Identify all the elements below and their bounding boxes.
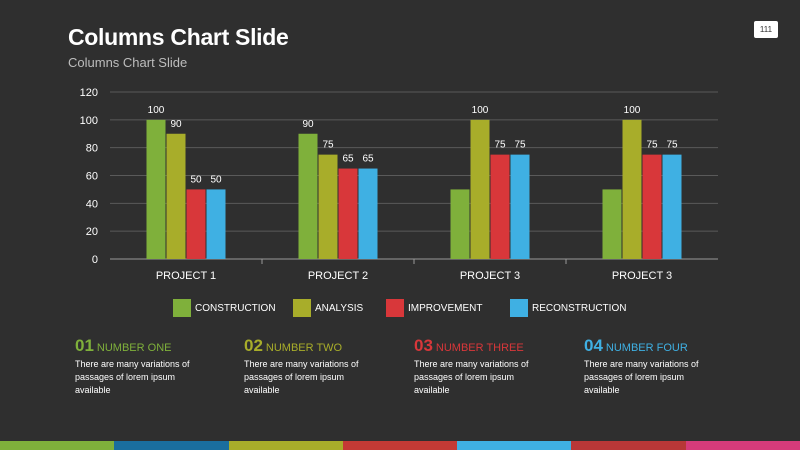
bar-data-label: 75 xyxy=(646,140,658,151)
legend-item-reconstruction: RECONSTRUCTION xyxy=(510,298,626,318)
info-number-2: 02 xyxy=(244,336,263,355)
y-tick-label: 20 xyxy=(86,226,98,238)
info-block-4: 04 NUMBER FOUR There are many variations… xyxy=(584,336,744,397)
bottom-bar-segment xyxy=(571,441,686,450)
legend-item-construction: CONSTRUCTION xyxy=(173,298,276,318)
legend-label-improvement: IMPROVEMENT xyxy=(408,302,483,314)
bar-data-label: 50 xyxy=(190,174,202,185)
chart-legend: CONSTRUCTION ANALYSIS IMPROVEMENT RECONS… xyxy=(0,298,800,318)
legend-swatch-analysis xyxy=(293,299,311,317)
y-tick-label: 0 xyxy=(92,254,98,266)
bar xyxy=(186,189,206,259)
info-text-1-line-1: There are many variations of xyxy=(75,359,190,369)
info-number-1: 01 xyxy=(75,336,94,355)
legend-item-analysis: ANALYSIS xyxy=(293,298,363,318)
legend-swatch-improvement xyxy=(386,299,404,317)
bottom-bar-segment xyxy=(457,441,572,450)
bar xyxy=(510,154,530,259)
bar-data-label: 90 xyxy=(170,119,182,130)
legend-swatch-construction xyxy=(173,299,191,317)
bar-data-label: 65 xyxy=(342,154,354,165)
info-title-4: NUMBER FOUR xyxy=(605,342,688,354)
bar xyxy=(470,119,490,259)
bar-data-label: 100 xyxy=(624,105,641,116)
info-title-2: NUMBER TWO xyxy=(265,342,343,354)
legend-label-construction: CONSTRUCTION xyxy=(195,302,276,314)
legend-item-improvement: IMPROVEMENT xyxy=(386,298,482,318)
bar-data-label: 100 xyxy=(472,105,489,116)
bar-data-label: 50 xyxy=(210,174,222,185)
info-text-3-line-3: available xyxy=(414,385,450,395)
bar xyxy=(298,133,318,259)
bar-data-label: 90 xyxy=(302,119,314,130)
bar xyxy=(166,133,186,259)
y-tick-label: 120 xyxy=(80,87,98,99)
info-block-2: 02 NUMBER TWO There are many variations … xyxy=(244,336,404,397)
info-text-1: There are many variations of passages of… xyxy=(75,358,225,397)
info-number-3: 03 xyxy=(414,336,433,355)
info-text-4-line-1: There are many variations of xyxy=(584,359,699,369)
info-title-1: NUMBER ONE xyxy=(96,342,172,354)
info-title-3: NUMBER THREE xyxy=(435,342,524,354)
info-text-1-line-2: passages of lorem ipsum xyxy=(75,372,176,382)
bar-data-label: 65 xyxy=(362,154,374,165)
info-block-1: 01 NUMBER ONE There are many variations … xyxy=(75,336,235,397)
x-category-label: PROJECT 2 xyxy=(308,270,368,282)
bottom-bar-segment xyxy=(114,441,229,450)
info-text-3: There are many variations of passages of… xyxy=(414,358,564,397)
x-category-label: PROJECT 1 xyxy=(156,270,216,282)
info-text-2-line-3: available xyxy=(244,385,280,395)
info-text-2-line-2: passages of lorem ipsum xyxy=(244,372,345,382)
bar xyxy=(622,119,642,259)
info-text-2: There are many variations of passages of… xyxy=(244,358,394,397)
bottom-color-bar xyxy=(0,441,800,450)
info-text-2-line-1: There are many variations of xyxy=(244,359,359,369)
y-tick-label: 60 xyxy=(86,171,98,183)
y-tick-label: 100 xyxy=(80,115,98,127)
info-number-4: 04 xyxy=(584,336,603,355)
bar xyxy=(662,154,682,259)
column-chart: 0 20 40 60 80 100 120 100 90 50 50 PROJECT 1 90 75 65 6… xyxy=(80,87,718,282)
bar xyxy=(146,119,166,259)
bottom-bar-segment xyxy=(228,441,343,450)
bar xyxy=(490,154,510,259)
y-tick-label: 40 xyxy=(86,198,98,210)
bar-data-label: 100 xyxy=(148,105,165,116)
bar-data-label: 75 xyxy=(514,140,526,151)
bottom-bar-segment xyxy=(685,441,800,450)
bar xyxy=(602,189,622,259)
bar xyxy=(450,189,470,259)
bar-data-label: 75 xyxy=(494,140,506,151)
slide-title: Columns Chart Slide xyxy=(68,24,289,50)
x-category-label: PROJECT 3 xyxy=(460,270,520,282)
x-category-label: PROJECT 3 xyxy=(612,270,672,282)
bar xyxy=(318,154,338,259)
info-text-3-line-2: passages of lorem ipsum xyxy=(414,372,515,382)
info-text-1-line-3: available xyxy=(75,385,111,395)
bar-data-label: 75 xyxy=(666,140,678,151)
slide-subtitle: Columns Chart Slide xyxy=(68,55,188,70)
info-text-4-line-3: available xyxy=(584,385,620,395)
bottom-bar-segment xyxy=(0,441,115,450)
info-block-3: 03 NUMBER THREE There are many variation… xyxy=(414,336,574,397)
info-text-4-line-2: passages of lorem ipsum xyxy=(584,372,685,382)
bar xyxy=(642,154,662,259)
bottom-bar-segment xyxy=(342,441,458,450)
legend-swatch-reconstruction xyxy=(510,299,528,317)
bar-data-label: 75 xyxy=(322,140,334,151)
legend-label-reconstruction: RECONSTRUCTION xyxy=(532,302,627,314)
page-number-badge: 111 xyxy=(754,21,778,38)
info-text-3-line-1: There are many variations of xyxy=(414,359,529,369)
bar xyxy=(358,168,378,259)
bar xyxy=(206,189,226,259)
info-text-4: There are many variations of passages of… xyxy=(584,358,734,397)
bar xyxy=(338,168,358,259)
legend-label-analysis: ANALYSIS xyxy=(315,302,364,314)
y-tick-label: 80 xyxy=(86,143,98,155)
